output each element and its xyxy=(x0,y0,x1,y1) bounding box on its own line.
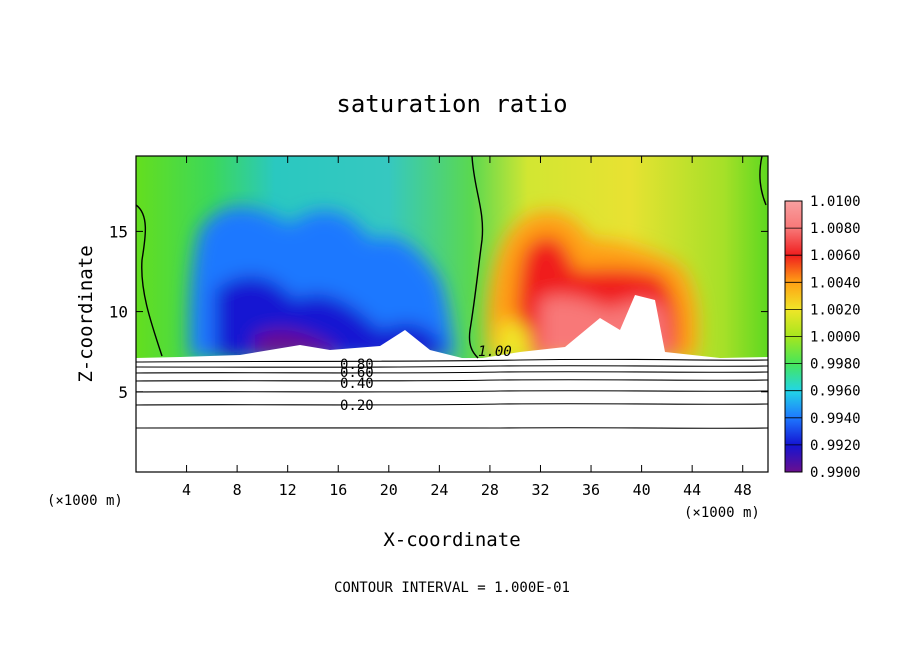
x-tick-label: 28 xyxy=(481,481,499,499)
x-tick-label: 4 xyxy=(182,481,191,499)
plot-frame xyxy=(135,155,769,473)
x-axis-label: X-coordinate xyxy=(383,529,520,551)
x-tick-label: 36 xyxy=(582,481,600,499)
y-tick-label: 5 xyxy=(118,383,128,402)
colorbar-tick-label: 1.0080 xyxy=(810,221,861,237)
colorbar-tick-label: 0.9960 xyxy=(810,384,861,400)
colorbar-tick-label: 1.0040 xyxy=(810,275,861,291)
x-tick-label: 44 xyxy=(683,481,701,499)
x-tick-label: 24 xyxy=(430,481,448,499)
contour-label-060: 0.60 xyxy=(340,365,374,381)
y-axis: 5 10 15 xyxy=(109,222,768,402)
colorbar: 0.9900 0.9920 0.9940 0.9960 0.9980 1.0000 1.00… xyxy=(784,194,861,481)
colorbar-tick-label: 1.0100 xyxy=(810,194,861,210)
heatmap-field xyxy=(136,156,768,472)
colorbar-tick-label: 1.0000 xyxy=(810,330,861,346)
colorbar-tick-label: 1.0060 xyxy=(810,248,861,264)
colorbar-tick-label: 1.0020 xyxy=(810,302,861,318)
x-tick-label: 40 xyxy=(633,481,651,499)
x-axis: 4 8 12 16 20 24 28 32 36 40 44 48 xyxy=(182,156,752,499)
x-unit-left: (×1000 m) xyxy=(47,493,123,509)
colorbar-tick-label: 0.9980 xyxy=(810,357,861,373)
contour-label-040: 0.40 xyxy=(340,376,374,392)
y-tick-label: 15 xyxy=(109,222,128,241)
chart-title: saturation ratio xyxy=(336,90,567,118)
contour-labels: 0.80 0.60 0.40 0.20 1.00 xyxy=(340,344,512,414)
contour-interval-note: CONTOUR INTERVAL = 1.000E-01 xyxy=(334,580,570,596)
colorbar-tick-label: 0.9900 xyxy=(810,465,861,481)
contour-label-020: 0.20 xyxy=(340,398,374,414)
x-tick-label: 48 xyxy=(734,481,752,499)
x-unit-right: (×1000 m) xyxy=(684,505,760,521)
x-tick-label: 12 xyxy=(279,481,297,499)
x-tick-label: 8 xyxy=(233,481,242,499)
colorbar-tick-label: 0.9940 xyxy=(810,411,861,427)
contour-label-100: 1.00 xyxy=(478,344,512,360)
x-tick-label: 16 xyxy=(329,481,347,499)
y-axis-label: Z-coordinate xyxy=(75,245,97,382)
colorbar-tick-label: 0.9920 xyxy=(810,438,861,454)
y-tick-label: 10 xyxy=(109,303,128,322)
x-tick-label: 32 xyxy=(531,481,549,499)
x-tick-label: 20 xyxy=(380,481,398,499)
contour-label-080: 0.80 xyxy=(340,357,374,373)
